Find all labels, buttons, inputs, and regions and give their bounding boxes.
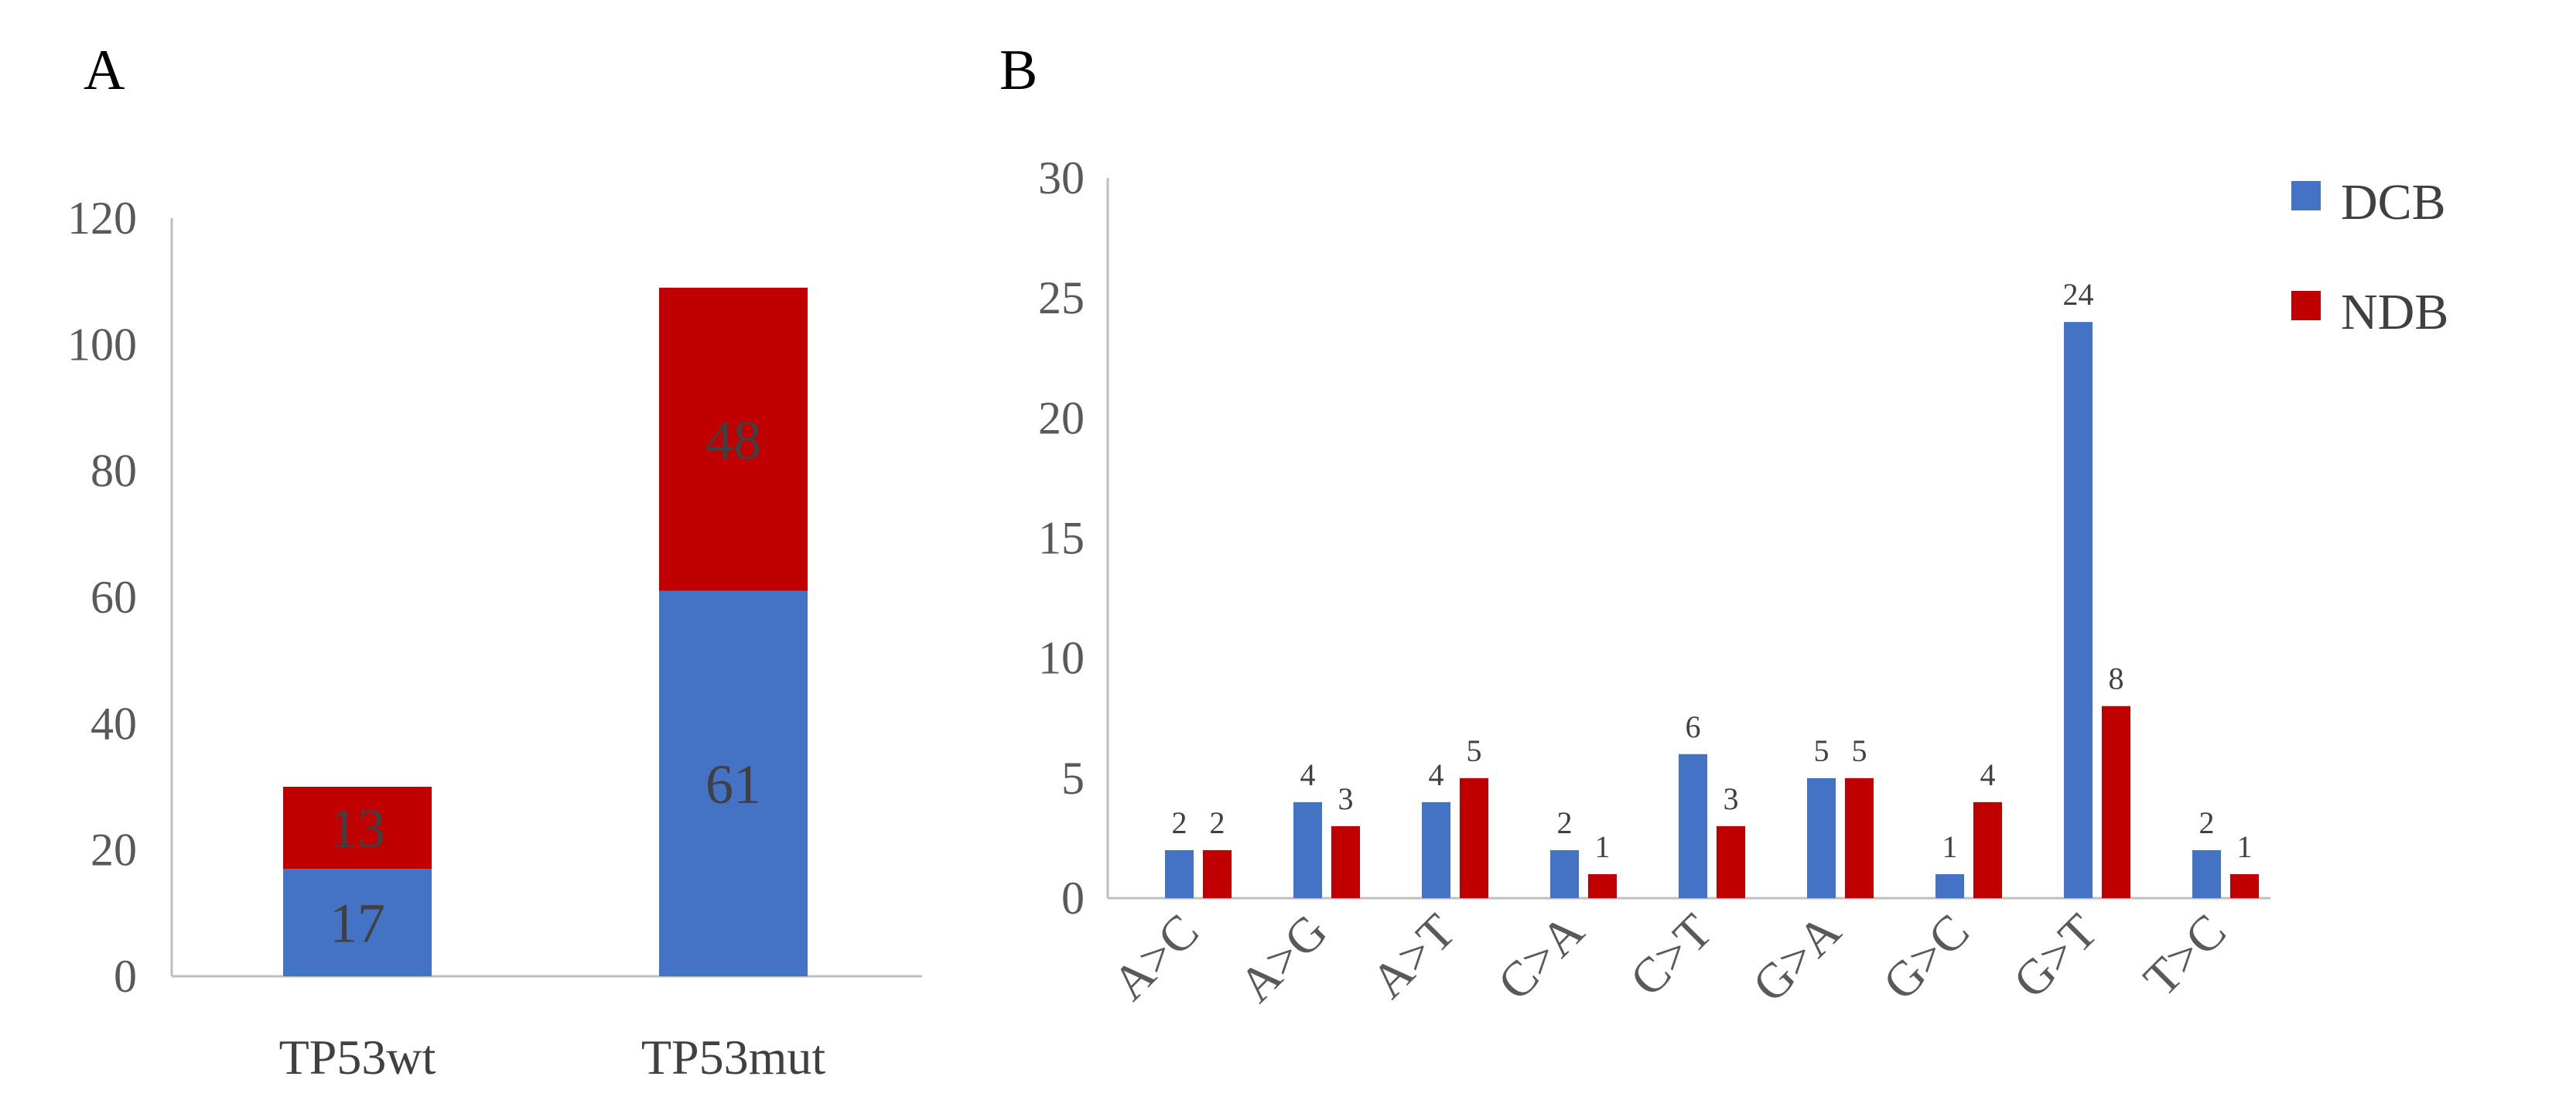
panel-a-data-label: 48: [705, 409, 761, 471]
panel-b-data-label: 3: [1338, 781, 1354, 816]
panel-b-bar-dcb-8: [2064, 322, 2093, 898]
panel-a-bar-ndb-tp53wt: [283, 787, 432, 870]
panel-b-bar-dcb-3: [1422, 801, 1450, 898]
panel-b-bar-ndb-1: [1203, 849, 1232, 898]
panel-b-y-ticks: 0 5 10 15 20 25 30: [1038, 152, 1085, 924]
legend: DCB NDB: [2291, 174, 2448, 340]
panel-b-bar-dcb-6: [1807, 777, 1836, 898]
panel-a-x-tick-label: TP53wt: [279, 1030, 436, 1085]
panel-b-bar-ndb-4: [1588, 873, 1617, 898]
panel-a-y-tick-label: 100: [67, 319, 137, 370]
panel-b-bar-ndb-7: [1973, 801, 2002, 898]
panel-b-data-label: 5: [1852, 733, 1867, 768]
panel-b-y-tick-label: 25: [1038, 272, 1085, 323]
panel-b-bar-dcb-1: [1165, 849, 1194, 898]
panel-b-data-label: 1: [1595, 829, 1611, 864]
panel-b-data-label: 4: [1980, 757, 1996, 792]
legend-label-dcb: DCB: [2341, 174, 2446, 231]
panel-a-bars: 17 13 61 48: [283, 287, 808, 976]
panel-a-bar-dcb-tp53wt: [283, 869, 432, 976]
panel-a-chart: A 0 20 40 60 80 100 120 17 13 61 48 TP53wt TP53mut: [67, 39, 922, 1085]
panel-a-data-label: 61: [705, 753, 761, 815]
panel-b-y-tick-label: 20: [1038, 392, 1085, 443]
panel-a-y-ticks: 0 20 40 60 80 100 120: [67, 193, 137, 1002]
panel-b-y-tick-label: 15: [1038, 513, 1085, 564]
panel-a-y-tick-label: 0: [114, 951, 137, 1002]
panel-a-y-tick-label: 80: [91, 446, 137, 497]
legend-swatch-ndb: [2291, 291, 2321, 320]
panel-a-bar-dcb-tp53mut: [659, 590, 808, 976]
panel-b-data-label: 5: [1814, 733, 1830, 768]
panel-b-bar-ndb-5: [1717, 825, 1745, 898]
panel-b-data-label: 2: [1172, 805, 1187, 840]
panel-b-bar-ndb-6: [1845, 777, 1874, 898]
panel-b-x-tick-label: A>T: [1361, 904, 1466, 1009]
panel-b-bar-dcb-5: [1679, 753, 1707, 898]
panel-b-data-label: 24: [2063, 277, 2094, 312]
panel-b-x-tick-label: C>A: [1487, 904, 1594, 1011]
panel-b-bar-dcb-2: [1293, 801, 1322, 898]
panel-b-data-label: 6: [1686, 709, 1701, 744]
panel-b-x-tick-label: T>C: [2133, 904, 2236, 1007]
panel-a-y-tick-label: 40: [91, 698, 137, 749]
panel-b-y-tick-label: 30: [1038, 152, 1085, 203]
panel-b-bar-dcb-4: [1550, 849, 1579, 898]
panel-a-y-tick-label: 20: [91, 825, 137, 876]
panel-b-data-label: 1: [2237, 829, 2253, 864]
panel-b-data-label: 4: [1429, 757, 1444, 792]
panel-b-x-tick-label: A>C: [1102, 904, 1209, 1011]
legend-swatch-dcb: [2291, 181, 2321, 210]
panel-b-data-label: 2: [1557, 805, 1573, 840]
panel-b-x-tick-label: C>T: [1619, 904, 1723, 1007]
panel-b-y-tick-label: 0: [1061, 873, 1085, 924]
panel-a-x-tick-label: TP53mut: [641, 1030, 825, 1085]
panel-b-y-tick-label: 10: [1038, 633, 1085, 684]
panel-b-bar-ndb-2: [1331, 825, 1360, 898]
panel-b-x-tick-label: A>G: [1228, 904, 1338, 1013]
panel-b-bar-dcb-9: [2192, 849, 2221, 898]
panel-a-y-tick-label: 60: [91, 572, 137, 623]
panel-b-data-label: 2: [1210, 805, 1225, 840]
panel-b-data-label: 1: [1942, 829, 1958, 864]
panel-a-label: A: [84, 39, 125, 102]
panel-b-bar-ndb-3: [1460, 777, 1488, 898]
panel-a-data-label: 13: [330, 798, 385, 859]
panel-a-x-labels: TP53wt TP53mut: [279, 1030, 826, 1085]
panel-b-bar-ndb-8: [2102, 706, 2130, 898]
panel-b-label: B: [999, 39, 1037, 102]
panel-a-y-tick-label: 120: [67, 193, 137, 244]
panel-b-x-tick-label: G>T: [2003, 904, 2108, 1009]
panel-b-data-label: 5: [1467, 733, 1482, 768]
panel-b-y-tick-label: 5: [1061, 753, 1085, 804]
panel-b-bar-ndb-9: [2230, 873, 2259, 898]
panel-b-data-label: 3: [1724, 781, 1739, 816]
panel-b-data-label: 8: [2109, 661, 2124, 696]
panel-a-bar-ndb-tp53mut: [659, 287, 808, 591]
legend-label-ndb: NDB: [2341, 284, 2448, 340]
panel-b-x-labels: A>C A>G A>T C>A C>T G>A G>C G>T T>C: [1102, 904, 2236, 1013]
panel-b-data-label: 2: [2199, 805, 2215, 840]
panel-b-x-tick-label: G>C: [1872, 904, 1980, 1011]
panel-b-bar-dcb-7: [1935, 873, 1964, 898]
panel-a-data-label: 17: [330, 893, 385, 955]
panel-b-x-tick-label: G>A: [1742, 904, 1851, 1013]
panel-b-data-label: 4: [1300, 757, 1316, 792]
